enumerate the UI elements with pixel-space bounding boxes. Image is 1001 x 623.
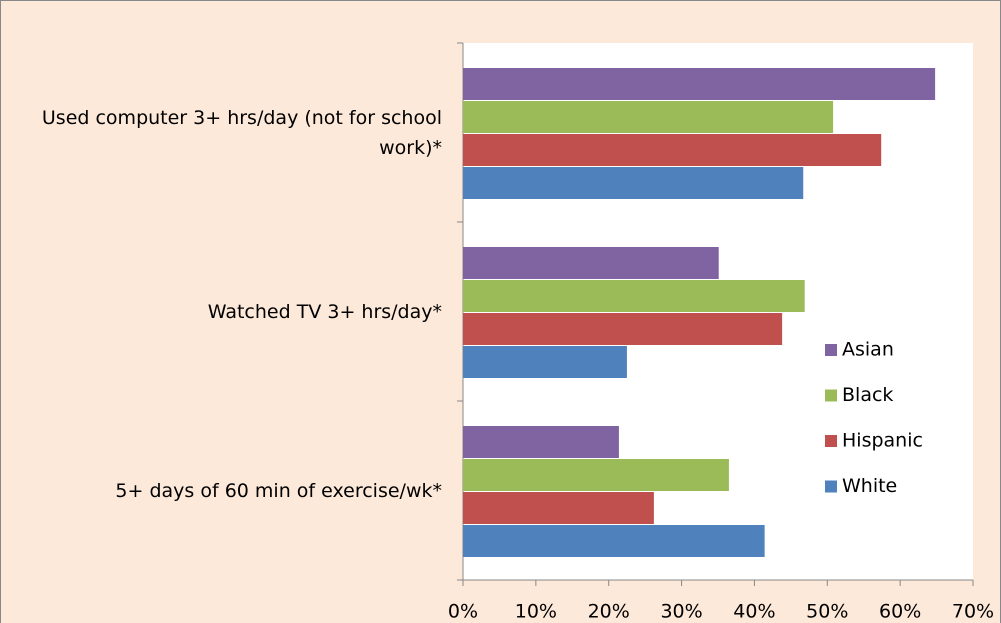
bar — [463, 426, 619, 458]
x-tick-label: 50% — [806, 601, 848, 623]
category-label: 5+ days of 60 min of exercise/wk* — [115, 479, 442, 502]
bar — [463, 167, 804, 199]
x-tick-label: 40% — [733, 601, 775, 623]
legend-swatch — [825, 344, 837, 356]
bar — [463, 280, 805, 312]
x-tick-label: 70% — [952, 601, 994, 623]
legend-swatch — [825, 435, 837, 447]
legend-label: Asian — [842, 339, 894, 361]
x-tick-label: 60% — [879, 601, 921, 623]
bar — [463, 346, 627, 378]
x-tick-label: 30% — [660, 601, 702, 623]
bar — [463, 247, 719, 279]
category-label: Used computer 3+ hrs/day (not for school… — [41, 106, 442, 159]
bar — [463, 134, 882, 166]
x-tick-label: 10% — [515, 601, 557, 623]
legend-label: Hispanic — [842, 430, 923, 452]
category-label: Watched TV 3+ hrs/day* — [207, 300, 442, 323]
legend-swatch — [825, 389, 837, 402]
bar — [463, 68, 936, 100]
legend-label: Black — [842, 384, 893, 406]
x-tick-label: 20% — [588, 601, 630, 623]
bar — [463, 525, 765, 557]
bar — [463, 492, 654, 524]
x-tick-label: 0% — [448, 601, 478, 623]
bar — [463, 459, 729, 491]
bar — [463, 101, 834, 133]
legend-label: White — [842, 475, 897, 497]
bar — [463, 313, 783, 345]
legend-swatch — [825, 480, 837, 493]
